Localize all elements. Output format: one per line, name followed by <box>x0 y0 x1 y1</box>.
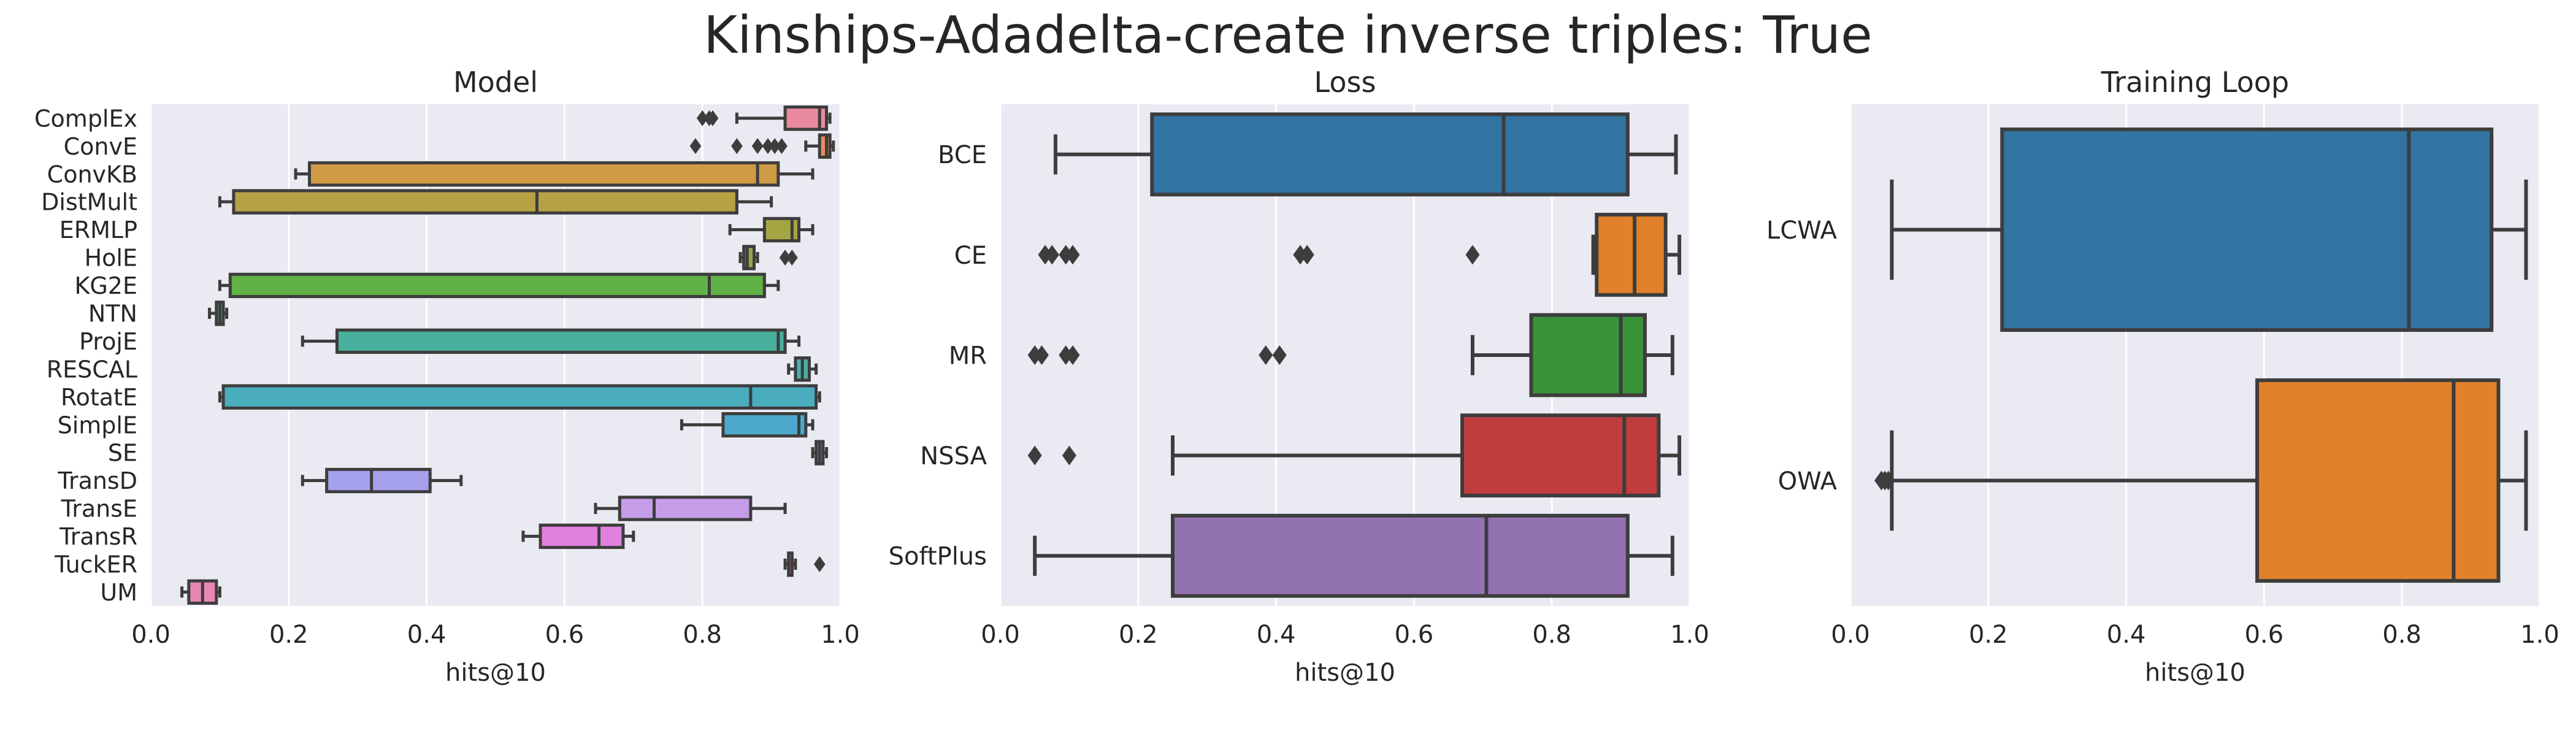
outlier-marker <box>1272 345 1287 365</box>
x-tick-label: 1.0 <box>2520 621 2559 649</box>
box-transe <box>618 496 753 521</box>
y-tick-label: RotatE <box>61 384 137 411</box>
subplot-loss: 0.0 0.2 0.4 0.6 0.8 1.0 Loss hits@10 BCE CE MR NSSA… <box>889 66 1709 687</box>
outlier-marker <box>813 556 826 572</box>
y-tick-label: SoftPlus <box>889 543 987 571</box>
outlier-marker <box>751 138 764 155</box>
x-tick-label: 1.0 <box>1670 621 1709 649</box>
outlier-marker <box>1881 470 1896 491</box>
plot-background <box>151 104 840 606</box>
y-tick-label: NSSA <box>920 442 987 470</box>
subplot-title: Model <box>453 66 538 99</box>
y-tick-label: SimplE <box>58 412 137 439</box>
outlier-marker <box>769 138 781 155</box>
outlier-marker <box>1045 245 1059 265</box>
y-tick-label: UM <box>100 579 137 606</box>
box-transd <box>325 467 432 494</box>
box-transr <box>539 523 625 550</box>
box-distmult <box>232 189 738 215</box>
y-tick-label: ProjE <box>79 328 137 355</box>
y-tick-label: TransR <box>59 523 137 550</box>
box-proje <box>335 328 787 354</box>
y-tick-label: LCWA <box>1766 217 1838 245</box>
box-owa <box>2255 378 2501 583</box>
outlier-marker <box>1259 345 1273 365</box>
x-axis-label: hits@10 <box>2145 659 2245 687</box>
x-tick-label: 0.0 <box>1831 621 1870 649</box>
outlier-marker <box>1465 245 1480 265</box>
outlier-marker <box>776 138 788 155</box>
y-tick-label: KG2E <box>74 272 137 299</box>
box-kg2e <box>228 272 766 299</box>
x-tick-label: 1.0 <box>821 621 860 649</box>
box-rotate <box>221 384 818 410</box>
outlier-marker <box>707 110 719 126</box>
x-tick-label: 0.8 <box>2382 621 2421 649</box>
x-tick-label: 0.6 <box>545 621 585 649</box>
outlier-marker <box>1062 445 1076 466</box>
box-simple <box>721 412 808 438</box>
box-mr <box>1529 313 1647 397</box>
x-tick-label: 0.2 <box>1969 621 2008 649</box>
y-tick-label: CE <box>954 242 987 270</box>
outlier-marker <box>1065 345 1080 365</box>
outlier-marker <box>731 138 743 155</box>
y-tick-label: BCE <box>938 141 987 169</box>
x-tick-label: 0.8 <box>683 621 722 649</box>
box-bce <box>1150 112 1630 197</box>
box-convkb <box>308 161 780 187</box>
box-ermlp <box>762 217 801 243</box>
outlier-marker <box>1034 345 1049 365</box>
y-tick-label: DistMult <box>41 189 137 216</box>
x-tick-label: 0.4 <box>2107 621 2146 649</box>
x-tick-label: 0.6 <box>1395 621 1434 649</box>
y-tick-label: ComplEx <box>34 105 137 132</box>
y-tick-label: TuckER <box>54 551 137 578</box>
box-ce <box>1595 212 1668 297</box>
x-tick-label: 0.6 <box>2245 621 2284 649</box>
subplot-title: Training Loop <box>2101 66 2289 99</box>
y-tick-label: ConvE <box>64 133 137 160</box>
box-nssa <box>1460 413 1661 498</box>
outlier-marker <box>689 138 702 155</box>
outlier-marker <box>786 249 798 266</box>
x-axis-label: hits@10 <box>1295 659 1395 687</box>
y-tick-label: RESCAL <box>47 356 137 383</box>
box-softplus <box>1171 513 1630 598</box>
y-tick-label: SE <box>108 440 137 467</box>
y-tick-label: OWA <box>1778 467 1838 496</box>
y-tick-label: ConvKB <box>47 161 137 188</box>
x-tick-label: 0.2 <box>269 621 309 649</box>
x-tick-label: 0.8 <box>1532 621 1571 649</box>
outlier-marker <box>779 249 791 266</box>
x-tick-label: 0.0 <box>981 621 1020 649</box>
box-lcwa <box>2000 127 2494 332</box>
subplot-training-loop: 0.0 0.2 0.4 0.6 0.8 1.0 Training Loop hits@10 LC… <box>1766 66 2559 687</box>
outlier-marker <box>1300 245 1314 265</box>
y-tick-label: HolE <box>85 245 137 272</box>
outlier-marker <box>1065 245 1080 265</box>
outlier-marker <box>762 138 774 155</box>
x-axis-label: hits@10 <box>445 659 546 687</box>
x-tick-label: 0.4 <box>407 621 447 649</box>
outlier-marker <box>1027 445 1042 466</box>
box-hole <box>742 245 756 270</box>
box-conve <box>818 133 832 159</box>
y-tick-label: TransD <box>57 467 137 494</box>
figure-title: Kinships-Adadelta-create inverse triples… <box>703 5 1873 65</box>
y-tick-label: NTN <box>88 301 137 328</box>
y-tick-label: ERMLP <box>59 217 137 243</box>
x-tick-label: 0.2 <box>1119 621 1158 649</box>
y-tick-label: MR <box>949 342 987 370</box>
x-tick-label: 0.0 <box>131 621 171 649</box>
subplot-title: Loss <box>1314 66 1376 99</box>
y-tick-label: TransE <box>61 496 137 523</box>
outlier-marker <box>696 110 708 126</box>
x-tick-label: 0.4 <box>1257 621 1296 649</box>
subplot-model: 0.0 0.2 0.4 0.6 0.8 1.0Modelhits@10ComplExCon… <box>34 66 860 687</box>
